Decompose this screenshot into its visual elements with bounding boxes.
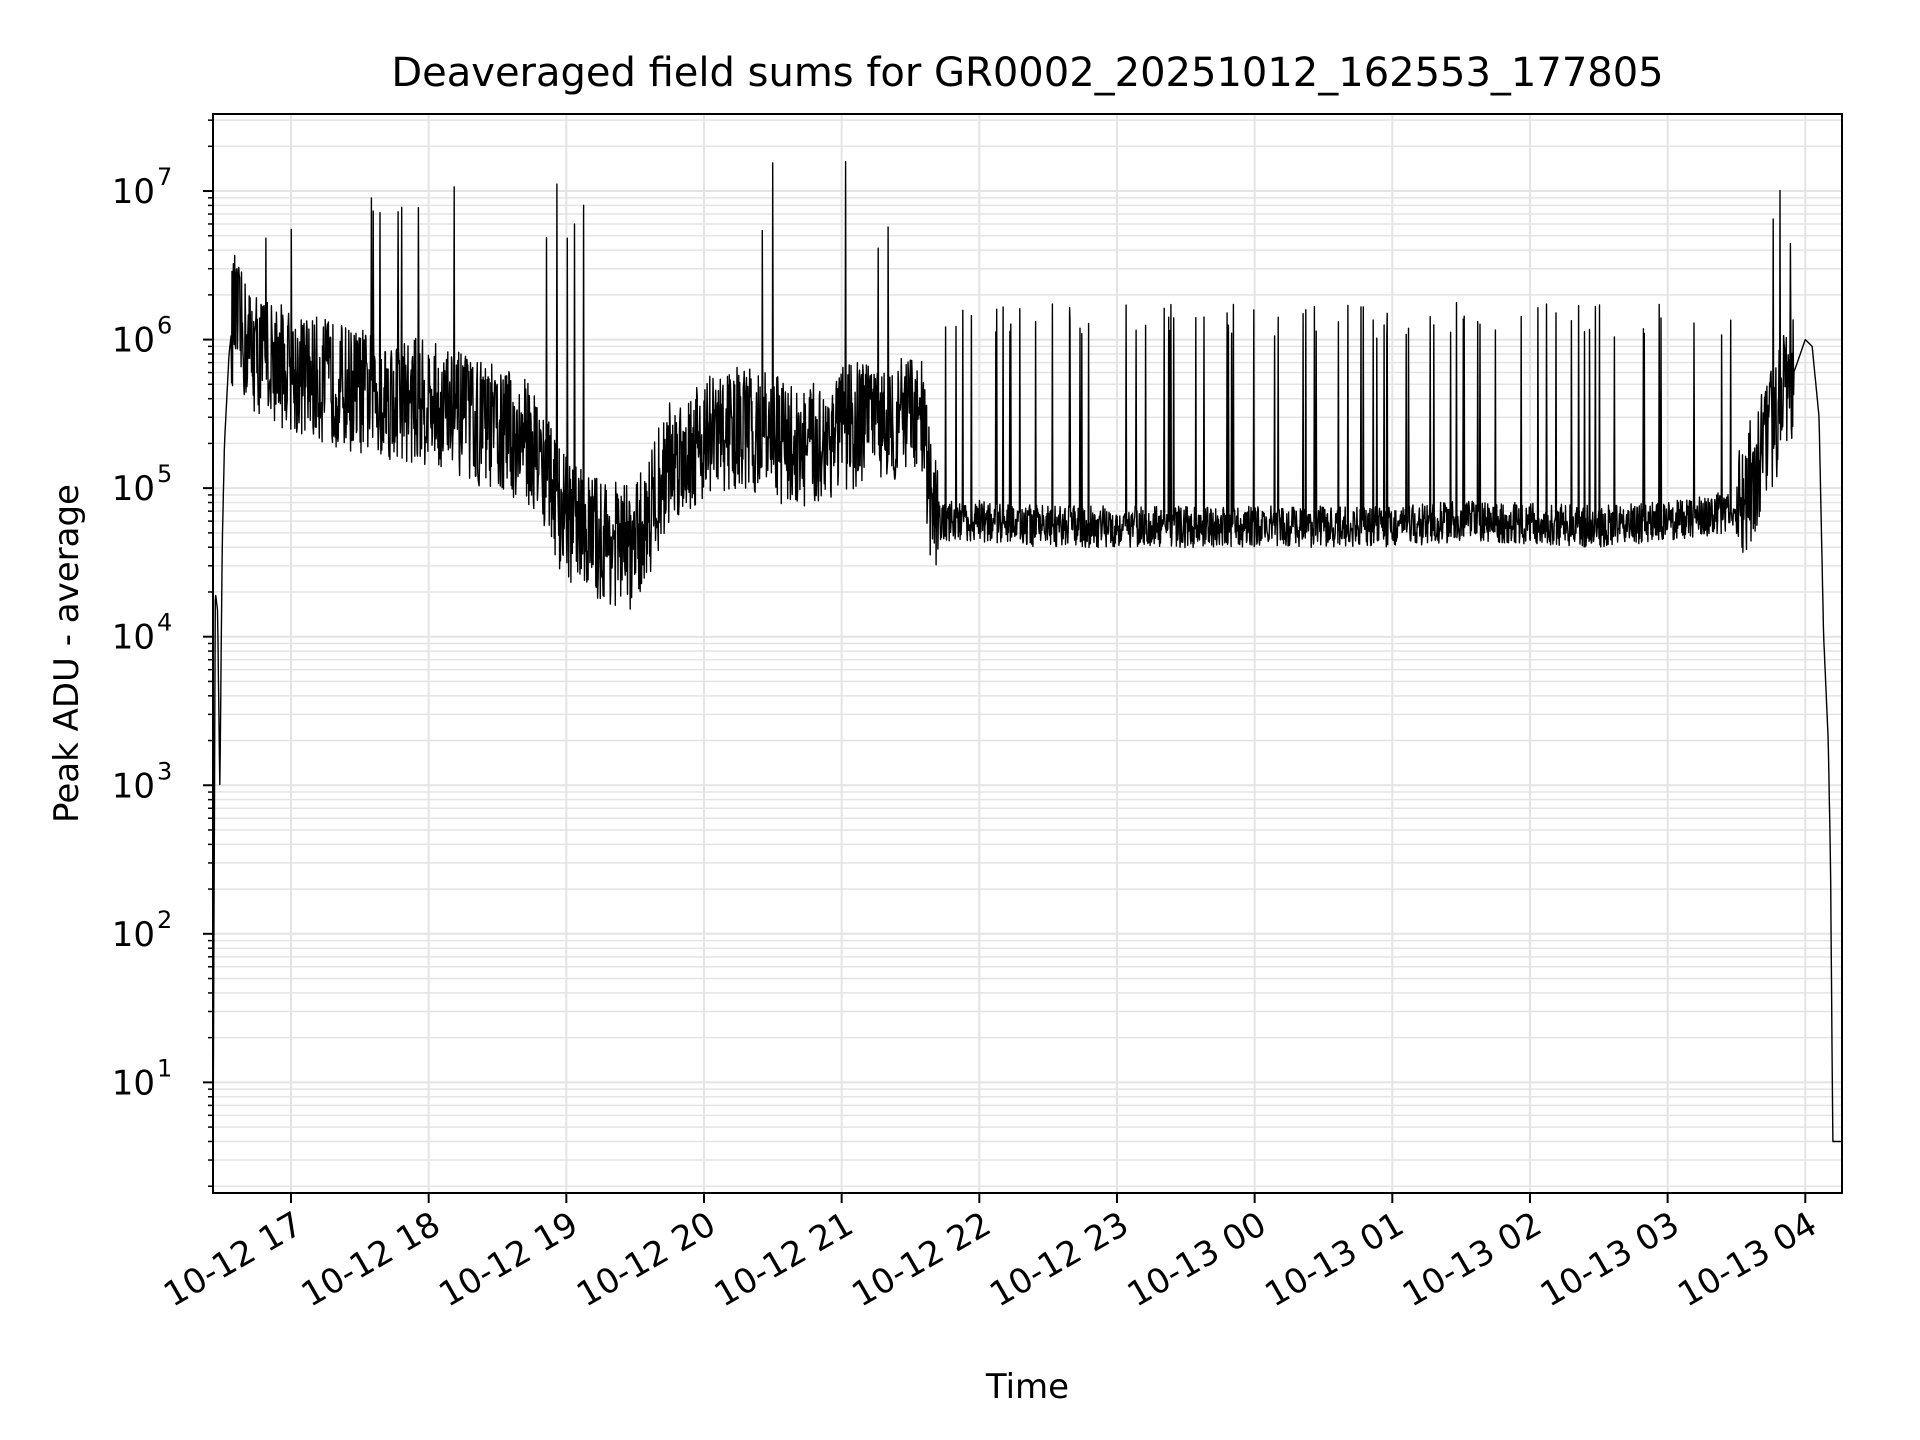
y-tick-label: 10 bbox=[112, 766, 155, 806]
y-tick-label: 10 bbox=[112, 618, 155, 658]
y-tick-exponent: 3 bbox=[157, 757, 172, 785]
y-tick-exponent: 2 bbox=[157, 906, 172, 934]
y-tick-label: 10 bbox=[112, 915, 155, 955]
y-tick-label: 10 bbox=[112, 469, 155, 509]
plot-frame bbox=[212, 113, 1843, 1194]
data-line-layer bbox=[212, 161, 1843, 1161]
y-tick-label: 10 bbox=[112, 1063, 155, 1103]
y-tick-label: 10 bbox=[112, 172, 155, 212]
y-tick-exponent: 4 bbox=[157, 609, 172, 637]
y-tick-exponent: 6 bbox=[157, 312, 172, 340]
y-tick-exponent: 7 bbox=[157, 163, 172, 191]
y-axis-label: Peak ADU - average bbox=[47, 484, 87, 823]
chart-title: Deaveraged field sums for GR0002_2025101… bbox=[391, 50, 1663, 96]
x-axis-label: Time bbox=[985, 1367, 1069, 1407]
series-line bbox=[212, 161, 1843, 1161]
y-tick-exponent: 5 bbox=[157, 460, 172, 488]
y-tick-exponent: 1 bbox=[157, 1054, 172, 1082]
y-tick-label: 10 bbox=[112, 321, 155, 361]
